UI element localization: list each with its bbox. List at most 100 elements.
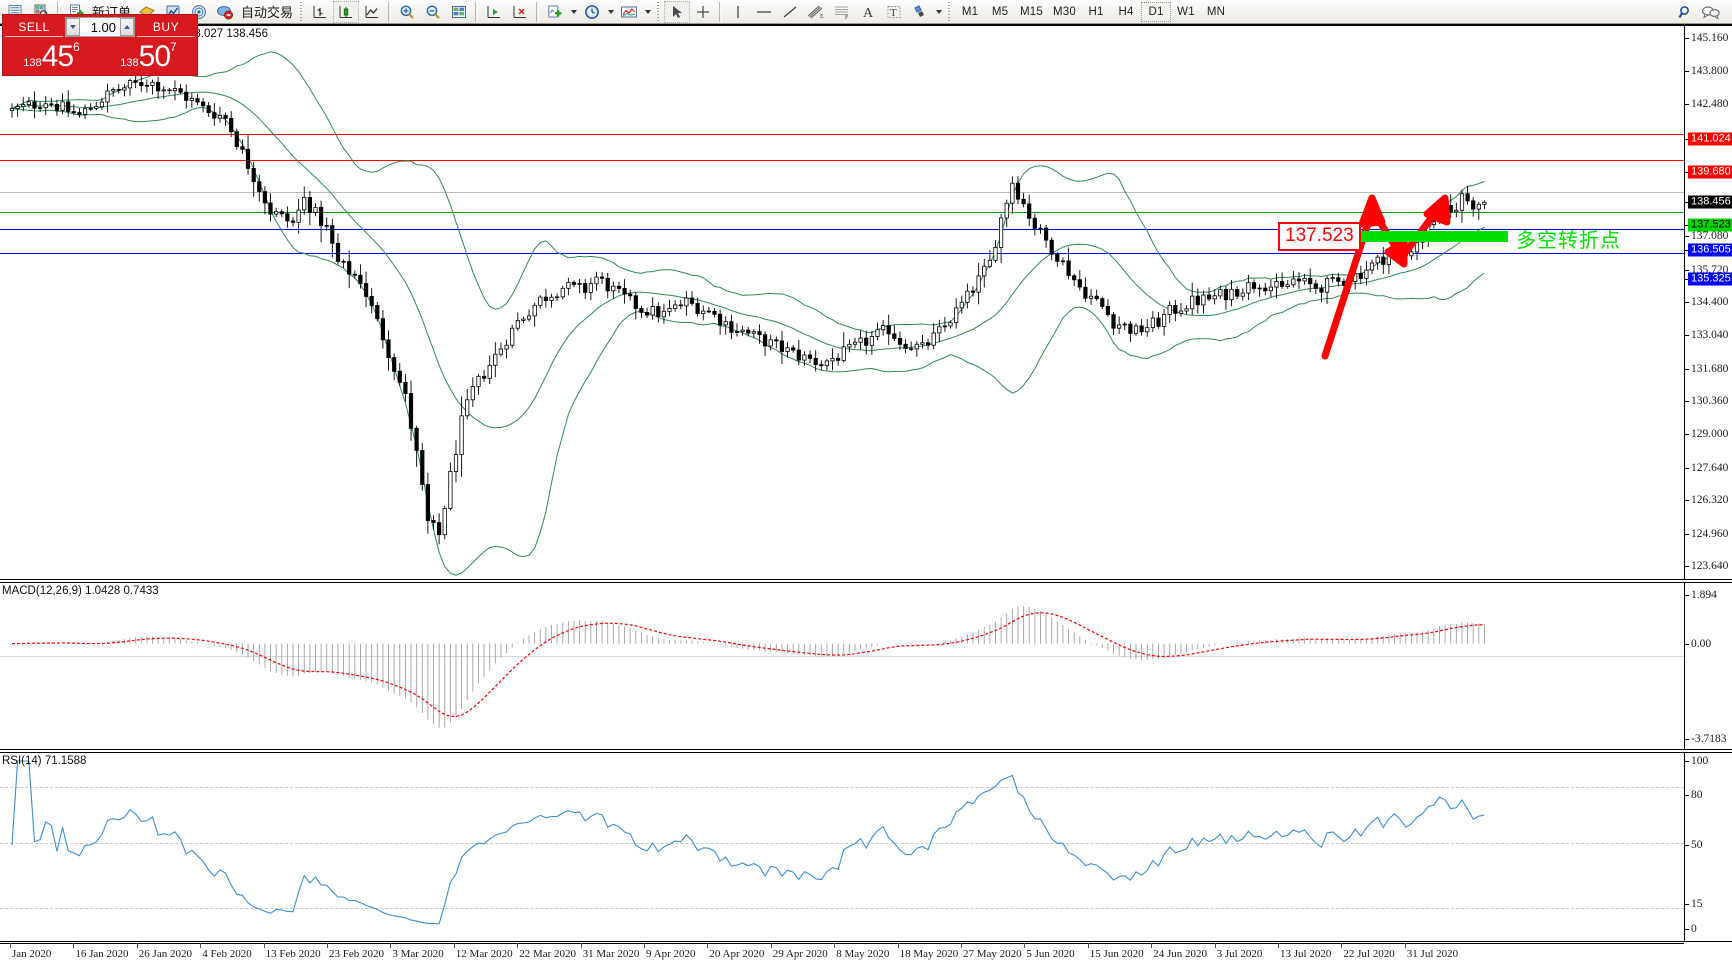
price-tick-label: 137.523 bbox=[1688, 218, 1732, 232]
svg-text:F: F bbox=[845, 15, 849, 20]
timeframe-m1[interactable]: M1 bbox=[961, 5, 979, 18]
fibonacci-icon[interactable]: F bbox=[829, 1, 855, 23]
macd-scale-divider bbox=[1684, 583, 1685, 749]
buy-price-whole: 138 bbox=[120, 57, 139, 69]
volume-value[interactable]: 1.00 bbox=[90, 19, 116, 35]
scale-tick-label: 50 bbox=[1691, 839, 1703, 851]
toolbar-separator bbox=[719, 1, 723, 22]
price-tick-label: 126.320 bbox=[1691, 494, 1729, 507]
macd-scale bbox=[1684, 583, 1732, 749]
annotation-green-zone bbox=[1348, 231, 1508, 242]
objects-list-icon[interactable] bbox=[907, 1, 933, 23]
time-tick bbox=[200, 943, 202, 948]
period-clock-icon[interactable] bbox=[579, 1, 605, 23]
time-tick-label: 26 Jan 2020 bbox=[138, 948, 192, 960]
vertical-line-icon[interactable] bbox=[725, 1, 751, 23]
rsi-header: RSI(14) 71.1588 bbox=[2, 755, 87, 767]
chart-line-icon[interactable] bbox=[359, 1, 385, 23]
templates-chevron-down-icon[interactable] bbox=[642, 1, 653, 23]
time-tick bbox=[1024, 943, 1026, 948]
zoom-out-icon[interactable] bbox=[420, 1, 446, 23]
text-label-icon[interactable]: A bbox=[855, 1, 881, 23]
chart-container[interactable]: GBPJPY-,Daily 138.194 138.990 138.027 13… bbox=[0, 24, 1732, 960]
cursor-icon[interactable] bbox=[664, 0, 691, 23]
text-object-icon[interactable]: T bbox=[881, 1, 907, 23]
search-icon[interactable] bbox=[1672, 1, 1698, 23]
time-tick-label: 4 Feb 2020 bbox=[202, 948, 252, 960]
time-tick-label: 8 May 2020 bbox=[836, 948, 890, 960]
macd-pane[interactable]: MACD(12,26,9) 1.0428 0.7433 1.894 0.00 -3.… bbox=[0, 582, 1732, 750]
tile-windows-icon[interactable] bbox=[446, 1, 472, 23]
buy-price[interactable]: 138 50 7 bbox=[102, 39, 195, 73]
add-indicator-icon[interactable] bbox=[542, 1, 568, 23]
scale-tick-label: 0.00 bbox=[1691, 637, 1712, 650]
price-tick bbox=[1684, 103, 1689, 105]
timeframe-w1[interactable]: W1 bbox=[1177, 5, 1195, 18]
volume-increase-button[interactable] bbox=[120, 18, 134, 36]
timeframe-d1[interactable]: D1 bbox=[1141, 1, 1171, 22]
price-tick bbox=[1684, 335, 1689, 337]
volume-decrease-button[interactable] bbox=[66, 18, 80, 36]
time-tick bbox=[263, 943, 265, 948]
timeframe-h1[interactable]: H1 bbox=[1088, 5, 1104, 18]
price-tick-label: 127.640 bbox=[1691, 461, 1729, 474]
rsi-scale-divider bbox=[1684, 753, 1685, 941]
price-pane[interactable]: GBPJPY-,Daily 138.194 138.990 138.027 13… bbox=[0, 24, 1732, 580]
timeframe-m5[interactable]: M5 bbox=[991, 5, 1009, 18]
volume-stepper[interactable]: 1.00 bbox=[65, 17, 135, 37]
time-tick bbox=[961, 943, 962, 948]
main-toolbar: 新订单 自动交易 bbox=[0, 0, 1732, 24]
price-tick bbox=[1684, 236, 1689, 238]
objects-chevron-down-icon[interactable] bbox=[933, 1, 944, 23]
scale-tick-label: 0 bbox=[1691, 923, 1697, 935]
timeframe-m30[interactable]: M30 bbox=[1053, 5, 1076, 18]
price-tick-label: 139.680 bbox=[1688, 165, 1732, 179]
rsi-level-80 bbox=[0, 787, 1684, 788]
resistance-line-139 bbox=[0, 160, 1684, 161]
toolbar-grip[interactable] bbox=[947, 1, 953, 22]
toolbar-grip[interactable] bbox=[656, 1, 662, 22]
price-tick-label: 135.720 bbox=[1691, 263, 1729, 276]
chart-shift-icon[interactable] bbox=[481, 1, 507, 23]
period-chevron-down-icon[interactable] bbox=[605, 1, 616, 23]
time-tick-label: 24 Jun 2020 bbox=[1153, 948, 1207, 960]
rsi-level-50 bbox=[0, 843, 1684, 844]
time-tick-label: 13 Feb 2020 bbox=[265, 948, 321, 960]
macd-header: MACD(12,26,9) 1.0428 0.7433 bbox=[2, 585, 159, 597]
oct-price-row: 138 45 6 138 50 7 bbox=[3, 39, 197, 75]
time-tick-label: 27 May 2020 bbox=[963, 948, 1022, 960]
autotrading-label[interactable]: 自动交易 bbox=[241, 5, 294, 20]
timeframe-mn[interactable]: MN bbox=[1206, 5, 1226, 18]
equidistant-channel-icon[interactable]: E bbox=[803, 1, 829, 23]
auto-scroll-icon[interactable] bbox=[507, 1, 533, 23]
timeframe-m15[interactable]: M15 bbox=[1020, 5, 1044, 18]
sell-button[interactable]: SELL bbox=[5, 17, 63, 37]
toolbar-grip[interactable] bbox=[299, 1, 305, 22]
scale-tick bbox=[1684, 643, 1689, 645]
chat-icon[interactable] bbox=[1698, 1, 1724, 23]
time-tick-label: 13 Jul 2020 bbox=[1280, 948, 1332, 960]
add-indicator-chevron-down-icon[interactable] bbox=[568, 1, 579, 23]
scale-tick-label: -3.7183 bbox=[1691, 733, 1727, 745]
crosshair-icon[interactable] bbox=[690, 1, 716, 23]
one-click-trading-panel[interactable]: SELL 1.00 BUY 138 45 6 138 50 7 bbox=[2, 14, 198, 76]
chart-bars-icon[interactable] bbox=[307, 1, 333, 23]
time-tick-label: 12 Mar 2020 bbox=[455, 948, 513, 960]
toolbar-separator bbox=[536, 1, 540, 22]
time-scale[interactable]: Jan 2020 16 Jan 2020 26 Jan 2020 4 Feb 2020… bbox=[0, 943, 1732, 969]
chart-candles-icon[interactable] bbox=[333, 0, 360, 23]
trendline-icon[interactable] bbox=[777, 1, 803, 23]
autotrading-icon[interactable] bbox=[212, 1, 238, 23]
rsi-pane[interactable]: RSI(14) 71.1588 100 80 50 15 0 bbox=[0, 752, 1732, 942]
price-tick-label: 124.960 bbox=[1691, 527, 1729, 540]
price-tick bbox=[1684, 139, 1689, 141]
scale-tick bbox=[1684, 739, 1689, 740]
timeframe-h4[interactable]: H4 bbox=[1118, 5, 1134, 18]
time-tick-label: 3 Mar 2020 bbox=[392, 948, 444, 960]
time-tick bbox=[1404, 943, 1406, 948]
templates-chart-icon[interactable] bbox=[616, 1, 642, 23]
zoom-in-icon[interactable] bbox=[394, 1, 420, 23]
buy-button[interactable]: BUY bbox=[137, 17, 195, 37]
horizontal-line-icon[interactable] bbox=[751, 1, 777, 23]
sell-price[interactable]: 138 45 6 bbox=[5, 39, 98, 73]
